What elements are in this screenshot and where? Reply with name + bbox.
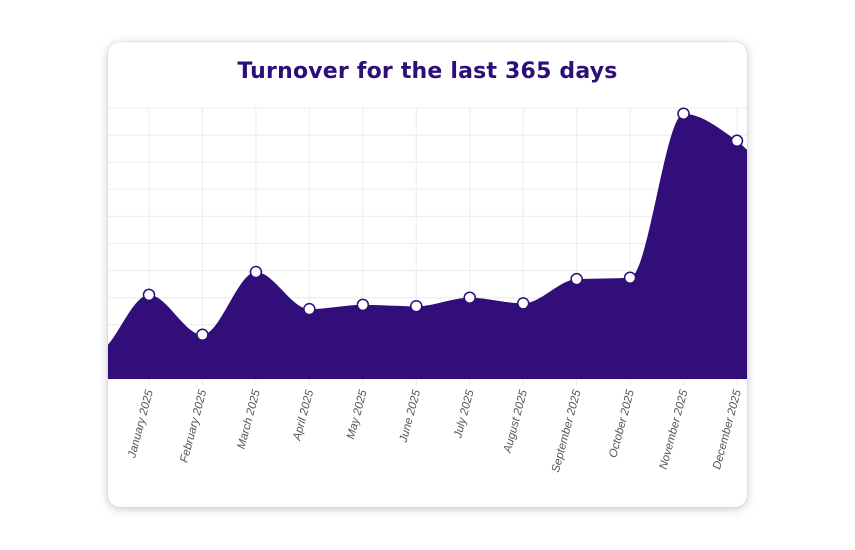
data-point[interactable] xyxy=(142,288,156,302)
x-tick-label: July 2025 xyxy=(452,388,477,440)
x-tick-label: August 2025 xyxy=(502,388,531,455)
x-tick-label: September 2025 xyxy=(550,388,584,474)
x-tick-label: January 2025 xyxy=(126,388,156,460)
x-tick-label: October 2025 xyxy=(607,388,637,459)
data-point[interactable] xyxy=(677,107,690,120)
chart-card: Turnover for the last 365 days January 2… xyxy=(108,42,747,507)
data-point[interactable] xyxy=(570,272,583,286)
x-tick-label: December 2025 xyxy=(711,388,744,471)
data-point[interactable] xyxy=(303,302,316,316)
chart-title: Turnover for the last 365 days xyxy=(237,59,618,84)
turnover-area-chart: January 2025 February 2025 March 2025 April… xyxy=(108,107,747,474)
data-point[interactable] xyxy=(356,298,370,312)
x-axis-ticks: January 2025 February 2025 March 2025 April… xyxy=(126,388,744,474)
data-point-markers xyxy=(142,107,744,342)
data-point[interactable] xyxy=(730,134,744,148)
turnover-area xyxy=(108,113,747,379)
data-point[interactable] xyxy=(463,291,476,304)
data-point[interactable] xyxy=(196,328,209,342)
x-tick-label: June 2025 xyxy=(397,388,423,445)
data-point[interactable] xyxy=(623,271,637,284)
data-point[interactable] xyxy=(249,265,263,279)
x-tick-label: May 2025 xyxy=(345,388,370,440)
x-tick-label: April 2025 xyxy=(291,388,316,443)
x-tick-label: March 2025 xyxy=(235,388,262,450)
x-tick-label: November 2025 xyxy=(658,388,691,471)
x-tick-label: February 2025 xyxy=(178,388,209,464)
data-point[interactable] xyxy=(516,297,530,310)
data-point[interactable] xyxy=(410,300,423,313)
